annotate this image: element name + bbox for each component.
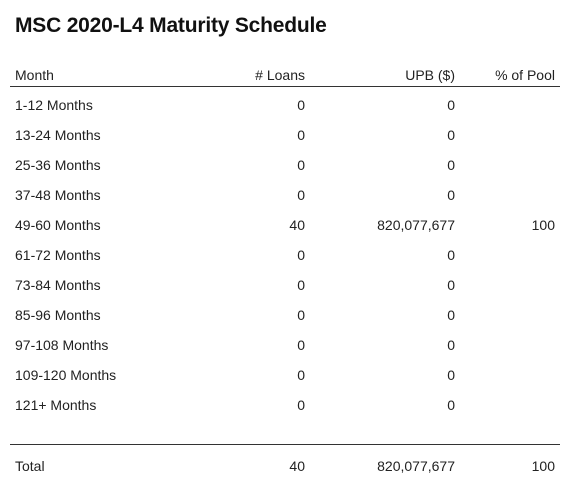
total-pool: 100 (531, 458, 555, 474)
table-body: 1-12 Months 0 0 13-24 Months 0 0 25-36 M… (10, 90, 560, 420)
table-row: 1-12 Months 0 0 (10, 90, 560, 120)
table-row: 121+ Months 0 0 (10, 390, 560, 420)
cell-loans: 0 (297, 127, 305, 143)
table-header: Month # Loans UPB ($) % of Pool (10, 64, 560, 87)
cell-month: 37-48 Months (15, 187, 101, 203)
cell-loans: 0 (297, 97, 305, 113)
cell-upb: 0 (447, 397, 455, 413)
cell-month: 121+ Months (15, 397, 97, 413)
cell-loans: 0 (297, 337, 305, 353)
cell-loans: 0 (297, 277, 305, 293)
cell-loans: 0 (297, 157, 305, 173)
table-row: 97-108 Months 0 0 (10, 330, 560, 360)
table-row: 85-96 Months 0 0 (10, 300, 560, 330)
total-divider (10, 444, 560, 451)
cell-upb: 0 (447, 157, 455, 173)
table-row: 109-120 Months 0 0 (10, 360, 560, 390)
total-upb: 820,077,677 (377, 458, 455, 474)
column-header-loans: # Loans (255, 67, 305, 83)
total-row: Total 40 820,077,677 100 (10, 451, 560, 481)
cell-loans: 0 (297, 367, 305, 383)
cell-upb: 0 (447, 367, 455, 383)
cell-month: 73-84 Months (15, 277, 101, 293)
table-row: 13-24 Months 0 0 (10, 120, 560, 150)
cell-upb: 0 (447, 307, 455, 323)
cell-month: 1-12 Months (15, 97, 93, 113)
cell-upb: 0 (447, 187, 455, 203)
cell-month: 97-108 Months (15, 337, 109, 353)
cell-pool: 100 (531, 217, 555, 233)
cell-loans: 40 (289, 217, 305, 233)
table-row: 37-48 Months 0 0 (10, 180, 560, 210)
cell-upb: 0 (447, 247, 455, 263)
table-row: 73-84 Months 0 0 (10, 270, 560, 300)
cell-upb: 0 (447, 337, 455, 353)
cell-month: 109-120 Months (15, 367, 117, 383)
total-loans: 40 (289, 458, 305, 474)
maturity-table: Month # Loans UPB ($) % of Pool 1-12 Mon… (10, 64, 560, 481)
cell-upb: 820,077,677 (377, 217, 455, 233)
table-spacer (10, 420, 560, 444)
cell-loans: 0 (297, 187, 305, 203)
cell-month: 13-24 Months (15, 127, 101, 143)
table-row: 25-36 Months 0 0 (10, 150, 560, 180)
table-row: 61-72 Months 0 0 (10, 240, 560, 270)
cell-month: 85-96 Months (15, 307, 101, 323)
cell-month: 61-72 Months (15, 247, 101, 263)
cell-loans: 0 (297, 397, 305, 413)
cell-loans: 0 (297, 247, 305, 263)
total-label: Total (15, 458, 45, 474)
cell-month: 49-60 Months (15, 217, 101, 233)
column-header-pool: % of Pool (495, 67, 555, 83)
cell-month: 25-36 Months (15, 157, 101, 173)
page-title: MSC 2020-L4 Maturity Schedule (15, 14, 327, 37)
cell-loans: 0 (297, 307, 305, 323)
cell-upb: 0 (447, 277, 455, 293)
cell-upb: 0 (447, 97, 455, 113)
table-row: 49-60 Months 40 820,077,677 100 (10, 210, 560, 240)
column-header-month: Month (15, 67, 54, 83)
cell-upb: 0 (447, 127, 455, 143)
column-header-upb: UPB ($) (405, 67, 455, 83)
